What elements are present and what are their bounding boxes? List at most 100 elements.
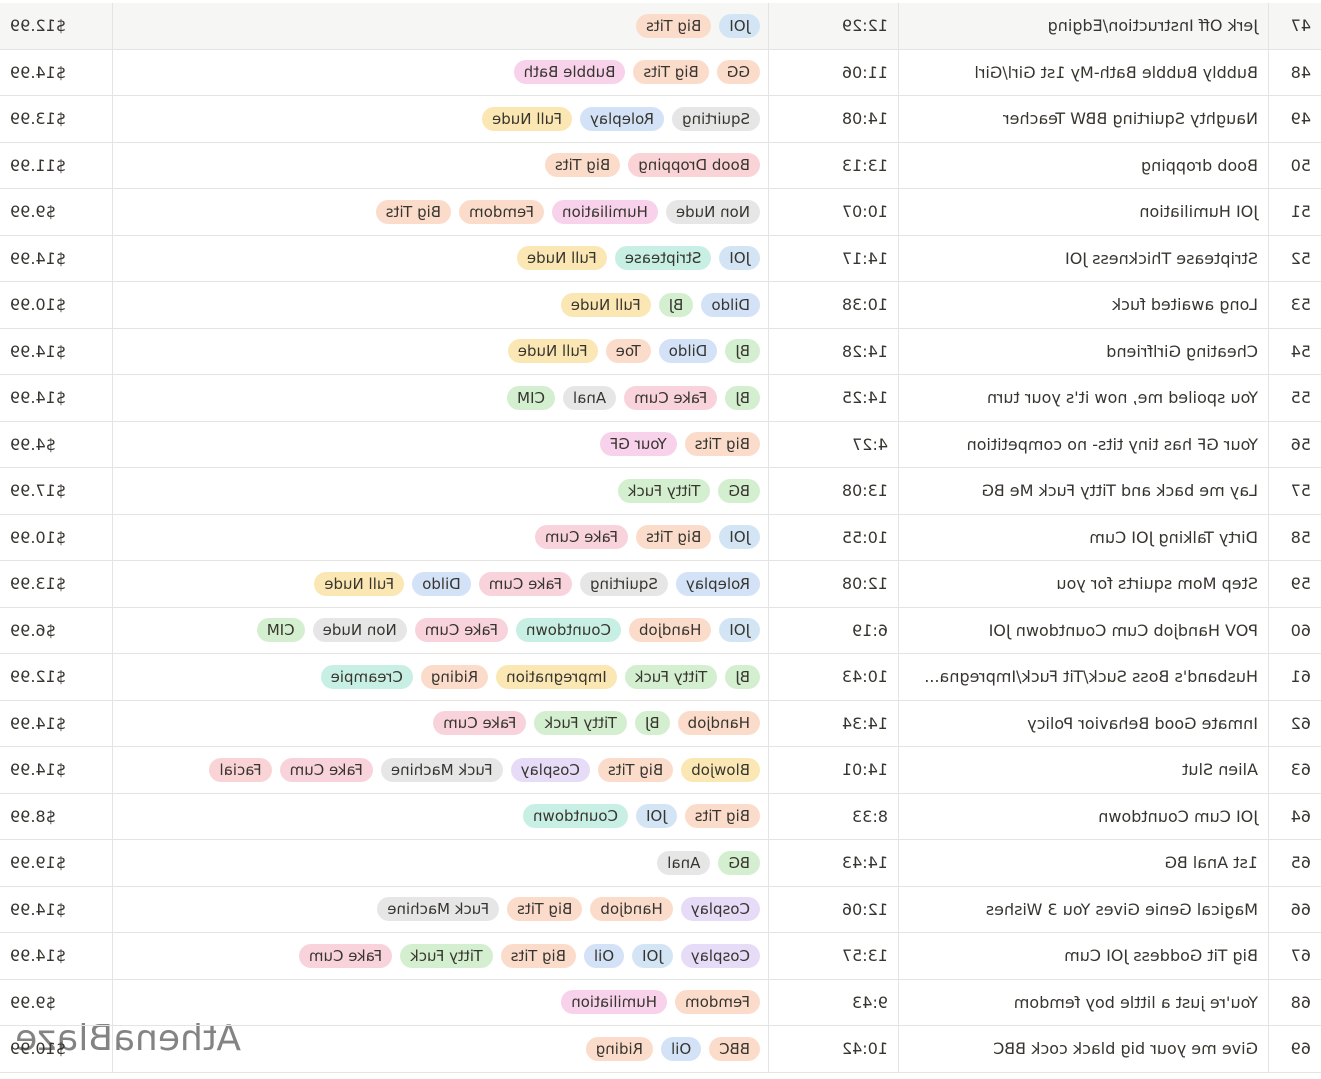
video-title: Husband's Boss Suck/Tit Fuck/Impregna... xyxy=(898,654,1268,700)
row-number: 53 xyxy=(1268,282,1321,328)
table-row[interactable]: 60 POV Handjob Cum Countdown JOI 6:19 JOI Ha… xyxy=(0,607,1321,654)
table-row[interactable]: 52 Striptease Thickness JOI 14:17 JOI Stript… xyxy=(0,235,1321,282)
row-number: 57 xyxy=(1268,468,1321,514)
price: $6.99 xyxy=(10,620,56,640)
video-title: You're just a little boy femdom xyxy=(898,979,1268,1025)
tag: Roleplay xyxy=(675,571,760,596)
tag: BG xyxy=(718,850,760,875)
table-row[interactable]: 54 Cheating Girlfriend 14:28 BJ Dildo Toe Full… xyxy=(0,328,1321,375)
row-number: 67 xyxy=(1268,933,1321,979)
video-title: You spoiled me, now it's your turn xyxy=(898,375,1268,421)
table-row[interactable]: 64 JOI Cum Countdown 8:33 Big Tits JOI Countd… xyxy=(0,793,1321,840)
row-number: 68 xyxy=(1268,979,1321,1025)
tag: Non Nude xyxy=(312,618,407,643)
table-row[interactable]: 56 Your GF has tiny tits- no competition 4… xyxy=(0,421,1321,468)
tag: Big Tits xyxy=(375,199,452,224)
duration: 12:08 xyxy=(768,561,898,607)
video-title: Bubbly Bubble Bath-My 1st Girl/Girl xyxy=(898,49,1268,95)
duration: 10:43 xyxy=(768,654,898,700)
row-number: 56 xyxy=(1268,421,1321,467)
duration: 14:25 xyxy=(768,375,898,421)
tag: Handjob xyxy=(628,618,712,643)
tag: BJ xyxy=(634,711,670,736)
price: $4.99 xyxy=(10,434,56,454)
tag: Full Nude xyxy=(516,246,607,271)
tag: Titty Fuck xyxy=(400,943,493,968)
row-number: 65 xyxy=(1268,840,1321,886)
tag: Cosplay xyxy=(680,943,760,968)
tag: Countdown xyxy=(523,804,629,829)
tag: Cosplay xyxy=(680,897,760,922)
table-row[interactable]: 67 Big Tit Goddess JOI Cum 13:57 Cosplay JOI… xyxy=(0,933,1321,980)
video-title: Lay me back and Titty Fuck Me BG xyxy=(898,468,1268,514)
table-row[interactable]: 69 Give me your big black cock BBC 10:42 BB… xyxy=(0,1026,1321,1073)
tag: Titty Fuck xyxy=(617,478,711,503)
price: $10.99 xyxy=(10,295,66,315)
table-row[interactable]: 68 You're just a little boy femdom 9:43 Fem… xyxy=(0,979,1321,1026)
table-row[interactable]: 57 Lay me back and Titty Fuck Me BG 13:08 B… xyxy=(0,468,1321,515)
table-row[interactable]: 63 Alien Slut 14:01 Blowjob Big Tits Cosplay F… xyxy=(0,747,1321,794)
price: $10.99 xyxy=(10,527,66,547)
duration: 14:08 xyxy=(768,96,898,142)
tag: JOI xyxy=(719,525,760,550)
duration: 13:57 xyxy=(768,933,898,979)
table-row[interactable]: 49 Naughty Squirting BBW Teacher 14:08 Squi… xyxy=(0,96,1321,143)
table-row[interactable]: 59 Step Mom squirts for you 12:08 Roleplay S… xyxy=(0,561,1321,608)
duration: 4:27 xyxy=(768,421,898,467)
price: $14.99 xyxy=(10,946,66,966)
table-row[interactable]: 62 Inmate Good Behavior Policy 14:34 Handjo… xyxy=(0,700,1321,747)
price: $14.99 xyxy=(10,248,66,268)
duration: 14:28 xyxy=(768,328,898,374)
tag: Impregnation xyxy=(496,664,617,689)
table-row[interactable]: 51 JOI Humiliation 10:07 Non Nude Humiliatio… xyxy=(0,189,1321,236)
row-number: 55 xyxy=(1268,375,1321,421)
tag: Handjob xyxy=(677,711,760,736)
duration: 12:06 xyxy=(768,886,898,932)
video-title: Naughty Squirting BBW Teacher xyxy=(898,96,1268,142)
tag: Cosplay xyxy=(510,757,590,782)
price: $19.99 xyxy=(10,853,66,873)
tag: JOI xyxy=(719,618,760,643)
tag: Fuck Machine xyxy=(377,897,500,922)
table-row[interactable]: 55 You spoiled me, now it's your turn 14:2… xyxy=(0,375,1321,422)
table-row[interactable]: 65 1st Anal BG 14:43 BG Anal $19.99 xyxy=(0,840,1321,887)
video-title: Alien Slut xyxy=(898,747,1268,793)
tag: Big Tits xyxy=(500,943,576,968)
table-row[interactable]: 48 Bubbly Bubble Bath-My 1st Girl/Girl 11:… xyxy=(0,49,1321,96)
tags-cell: Big Tits Your GF xyxy=(112,421,768,467)
tags-cell: Dildo BJ Full Nude xyxy=(112,282,768,328)
tag: Squirting xyxy=(672,106,760,131)
table-row[interactable]: 58 Dirty Talking JOI Cum 10:55 JOI Big Tits F… xyxy=(0,514,1321,561)
table-row[interactable]: 53 Long awaited fuck 10:38 Dildo BJ Full Nude… xyxy=(0,282,1321,329)
duration: 10:07 xyxy=(768,189,898,235)
table-row[interactable]: 47 Jerk Off Instruction/Edging 12:29 JOI Big… xyxy=(0,3,1321,50)
tags-cell: BJ Titty Fuck Impregnation Riding Creampie xyxy=(112,654,768,700)
price: $14.99 xyxy=(10,62,66,82)
tag: Anal xyxy=(562,385,617,410)
tag: Dildo xyxy=(701,292,760,317)
row-number: 66 xyxy=(1268,886,1321,932)
price: $12.99 xyxy=(10,667,66,687)
tag: Fake Cum xyxy=(478,571,572,596)
table-row[interactable]: 61 Husband's Boss Suck/Tit Fuck/Impregna.… xyxy=(0,654,1321,701)
duration: 12:29 xyxy=(768,3,898,49)
tag: Dildo xyxy=(412,571,471,596)
tag: Riding xyxy=(420,664,489,689)
video-title: Give me your big black cock BBC xyxy=(898,1026,1268,1072)
video-title: Jerk Off Instruction/Edging xyxy=(898,3,1268,49)
row-number: 50 xyxy=(1268,142,1321,188)
table-row[interactable]: 66 Magical Genie Gives You 3 Wishes 12:06 C… xyxy=(0,886,1321,933)
video-title: Dirty Talking JOI Cum xyxy=(898,514,1268,560)
tag: Fake Cum xyxy=(279,757,373,782)
tag: Bubble Bath xyxy=(513,60,626,85)
table-row[interactable]: 50 Boob dropping 13:13 Boob Dropping Big Tit… xyxy=(0,142,1321,189)
tag: Dildo xyxy=(658,339,718,364)
row-number: 58 xyxy=(1268,514,1321,560)
tag: Big Tits xyxy=(544,153,621,178)
tag: Fake Cum xyxy=(433,711,527,736)
row-number: 49 xyxy=(1268,96,1321,142)
tags-cell: Big Tits JOI Countdown xyxy=(112,793,768,839)
tag: Big Tits xyxy=(633,60,709,85)
tag: Big Tits xyxy=(597,757,674,782)
